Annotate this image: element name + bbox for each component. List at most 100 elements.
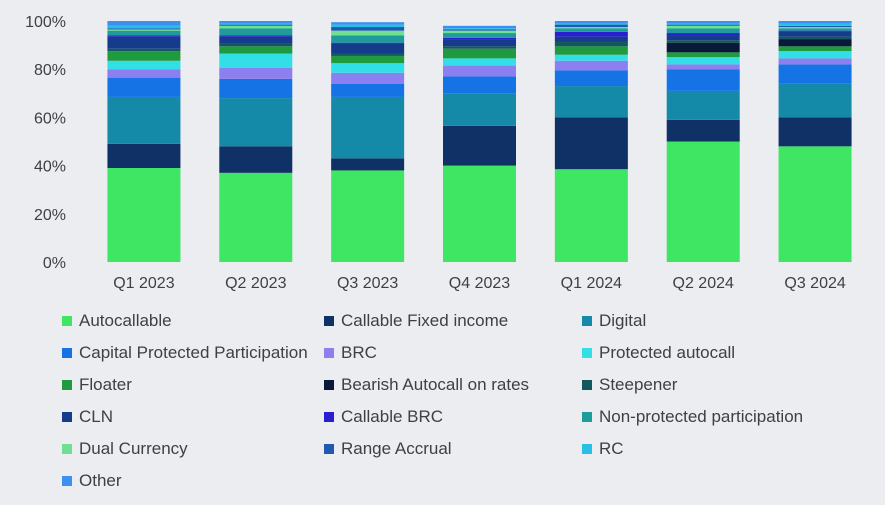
bar-segment [666,23,740,25]
bar-segment [554,23,628,25]
bar-segment [443,30,516,34]
bar-segment [554,169,628,262]
bar-segment [107,25,181,29]
bar-segment [219,25,293,29]
bar-segment [666,28,740,34]
bar-segment [666,24,740,26]
y-tick-label: 80% [34,62,66,79]
bar-segment [443,93,516,126]
legend-label: Callable BRC [341,407,444,426]
bar-segment [107,29,181,31]
bar-segment [554,41,628,47]
bar-segment [666,64,740,70]
legend-swatch [62,316,72,326]
bar-segment [778,46,852,52]
legend-item: CLN [62,406,324,428]
bar-segment [666,40,740,43]
x-tick-label: Q3 2024 [784,275,845,292]
bar-segment [331,53,405,56]
bar-segment [331,27,405,31]
bar-segment [107,30,181,36]
bar-segment [666,35,740,41]
legend-item: Capital Protected Participation [62,342,324,364]
bar-segment [554,21,628,24]
bar-segment [331,83,405,97]
bar-segment [666,57,740,65]
legend-item: Non-protected participation [582,406,844,428]
legend-item: Steepener [582,374,844,396]
bar-segment [554,31,628,37]
bar-segment [666,69,740,91]
bar-segment [331,30,405,36]
bar-segment [554,70,628,87]
y-tick-label: 0% [43,255,66,272]
bar-segment [778,27,852,29]
x-tick-label: Q2 2024 [673,275,734,292]
bar-segment [443,37,516,40]
bar-segment [666,33,740,36]
legend-item: Autocallable [62,310,324,332]
legend-item: Range Accrual [324,438,582,460]
bar-segment [107,96,181,144]
bar-segment [666,90,740,120]
bar-segment [331,22,405,25]
legend-label: Steepener [599,375,678,394]
bar-segment [219,67,293,79]
legend-swatch [582,380,592,390]
bar-segment [666,25,740,29]
legend-label: Autocallable [79,311,172,330]
legend-label: CLN [79,407,114,426]
chart-legend: Autocallable Callable Fixed income Digital… [62,310,862,492]
bar-segment [443,58,516,66]
legend-label: Floater [79,375,132,394]
bar-segment [666,21,740,24]
bar-segment [219,98,293,147]
legend-item: Other [62,470,324,492]
bar-segment [666,119,740,142]
legend-swatch [62,380,72,390]
y-tick-label: 60% [34,110,66,127]
bar-segment [107,60,181,70]
bar-segment [778,30,852,32]
bar-segment [443,25,516,29]
legend-item: Callable Fixed income [324,310,582,332]
legend-label: Range Accrual [341,439,452,458]
bar-segment [443,39,516,47]
legend-label: RC [599,439,624,458]
bar-segment [443,65,516,77]
bar-segment [778,51,852,59]
bar-segment [331,35,405,43]
legend-swatch [582,444,592,454]
bar-segment [219,46,293,54]
bar-segment [554,117,628,170]
bar-segment [107,168,181,262]
bar-segment [443,76,516,94]
y-tick-label: 20% [34,207,66,224]
bar-segment [778,83,852,118]
bar-segment [107,69,181,78]
bar-segment [219,24,293,26]
bar-segment [554,54,628,61]
bar-segment [554,28,628,32]
legend-label: Protected autocall [599,343,736,362]
bar-segment [219,53,293,68]
bar-segment [778,21,852,24]
bar-segment [778,64,852,84]
legend-label: Non-protected participation [599,407,804,426]
bar-segment [219,36,293,44]
legend-swatch [582,412,592,422]
bar-segment [331,43,405,54]
legend-item: Floater [62,374,324,396]
bar-segment [219,35,293,37]
legend-label: Capital Protected Participation [79,343,308,362]
bar-segment [107,21,181,26]
bar-segment [107,28,181,30]
bar-segment [778,58,852,65]
x-tick-label: Q1 2024 [561,275,622,292]
legend-swatch [62,348,72,358]
bar-segment [219,21,293,24]
bar-segment [331,158,405,171]
bar-segment [666,52,740,58]
x-tick-label: Q1 2023 [113,275,174,292]
